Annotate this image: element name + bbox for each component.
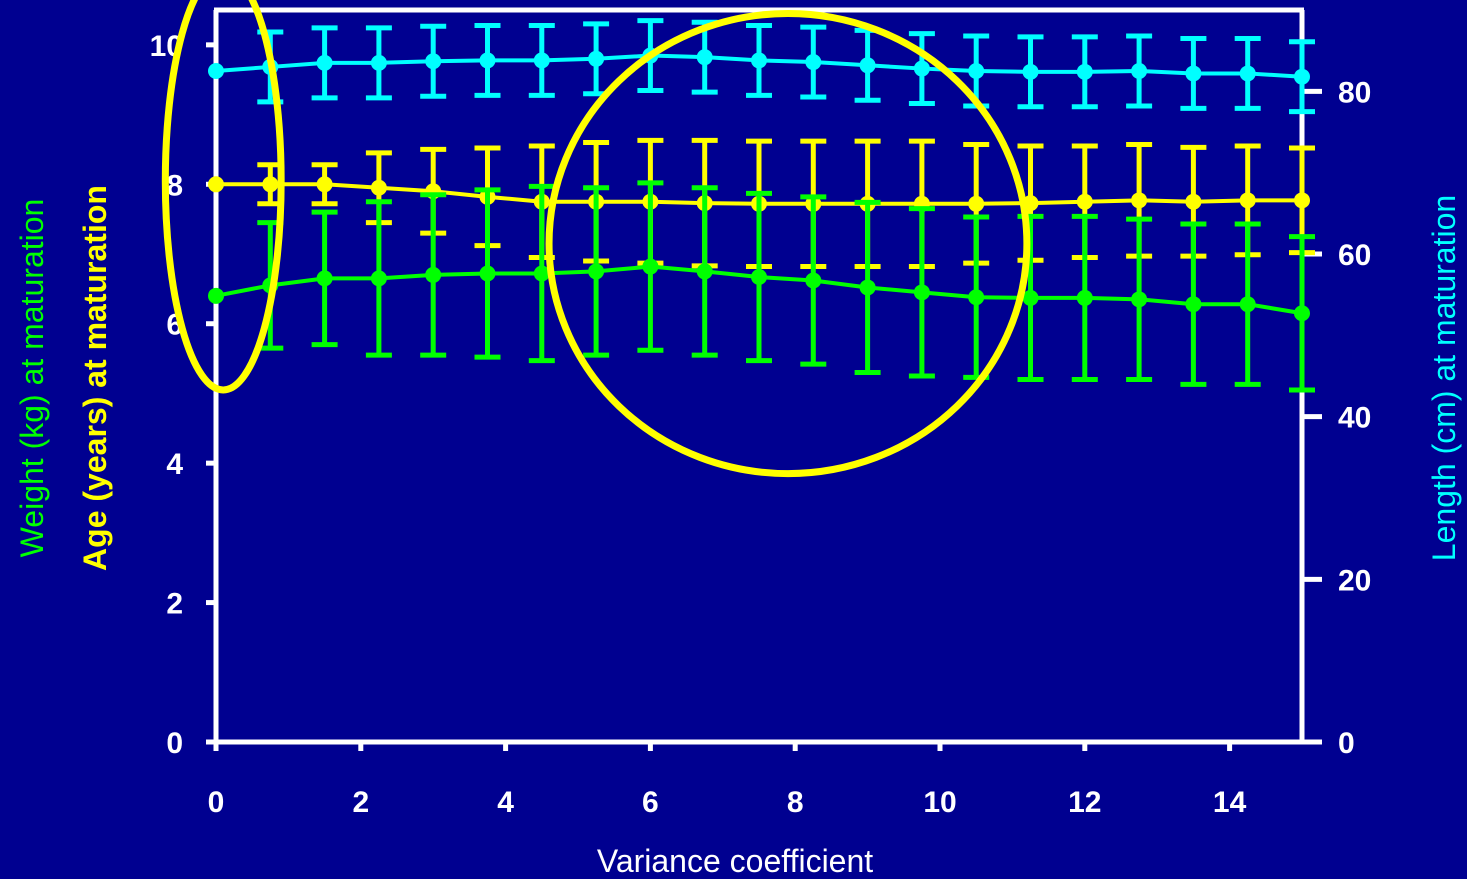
data-point-length — [479, 52, 496, 69]
data-point-length — [913, 60, 930, 77]
data-point-length — [1076, 63, 1093, 80]
series-layer — [208, 18, 1315, 393]
x-tick-label: 4 — [497, 786, 514, 819]
data-point-length — [588, 50, 605, 67]
data-point-age — [1076, 193, 1093, 210]
data-point-age — [968, 195, 985, 212]
data-point-weight — [1239, 296, 1256, 313]
x-tick-label: 12 — [1068, 786, 1101, 819]
data-point-age — [208, 176, 224, 193]
x-tick-label: 6 — [642, 786, 659, 819]
data-point-age — [262, 176, 279, 193]
data-point-length — [696, 49, 713, 66]
data-point-length — [1239, 65, 1256, 82]
data-point-age — [316, 176, 333, 193]
highlight-ellipse-1 — [161, 0, 285, 394]
data-point-age — [1185, 193, 1202, 210]
data-point-length — [968, 63, 985, 79]
x-axis-ticks: 0 2 4 6 8 10 12 14 — [208, 742, 1247, 819]
data-point-length — [1022, 63, 1039, 80]
data-point-length — [859, 57, 876, 74]
data-point-weight — [968, 289, 985, 306]
data-point-weight — [316, 270, 333, 287]
data-point-weight — [642, 258, 659, 275]
data-point-age — [1294, 192, 1310, 209]
data-point-age — [1239, 192, 1256, 209]
data-point-length — [805, 54, 822, 71]
data-point-weight — [370, 270, 387, 287]
annotation-layer — [161, 0, 1031, 478]
plot-frame — [213, 7, 1305, 745]
data-point-weight — [1294, 305, 1310, 322]
data-point-weight — [425, 266, 442, 283]
data-point-length — [751, 52, 767, 69]
x-tick-label: 14 — [1213, 786, 1247, 819]
data-point-length — [316, 54, 333, 71]
data-point-length — [1185, 65, 1202, 82]
data-point-length — [1131, 63, 1148, 79]
y-right-tick-label: 20 — [1338, 564, 1371, 597]
y-left-tick-label: 2 — [166, 588, 183, 621]
y-left-tick-label: 8 — [166, 169, 183, 202]
data-point-length — [208, 63, 224, 79]
data-point-weight — [805, 272, 822, 289]
data-point-length — [425, 53, 442, 70]
data-point-weight — [696, 263, 713, 280]
y-axis-title-length: Length (cm) at maturation — [1426, 195, 1462, 561]
data-point-age — [1131, 192, 1148, 209]
data-point-weight — [479, 265, 496, 282]
y-axis-title-age: Age (years) at maturation — [77, 185, 113, 571]
data-point-weight — [1022, 289, 1039, 306]
data-point-weight — [913, 284, 930, 301]
x-tick-label: 8 — [787, 786, 804, 819]
y-right-tick-label: 60 — [1338, 239, 1371, 272]
highlight-ellipse-2 — [545, 9, 1031, 478]
data-point-weight — [751, 269, 767, 286]
data-point-weight — [208, 287, 224, 304]
data-point-length — [370, 54, 387, 71]
data-point-weight — [1131, 291, 1148, 308]
x-axis-title: Variance coefficient — [597, 843, 873, 879]
data-point-length — [1294, 68, 1310, 85]
y-left-tick-label: 0 — [166, 727, 183, 760]
data-point-weight — [1076, 289, 1093, 306]
data-point-weight — [533, 265, 550, 282]
data-point-age — [370, 179, 387, 196]
x-tick-label: 0 — [208, 786, 225, 819]
x-tick-label: 2 — [352, 786, 369, 819]
y-right-tick-label: 80 — [1338, 76, 1371, 109]
data-point-weight — [1185, 296, 1202, 313]
y-left-tick-label: 4 — [166, 448, 183, 481]
series-length — [208, 18, 1315, 115]
data-point-weight — [588, 263, 605, 280]
right-axis-ticks: 0 20 40 60 80 — [1302, 76, 1371, 760]
x-tick-label: 10 — [923, 786, 956, 819]
y-right-tick-label: 40 — [1338, 402, 1371, 435]
y-axis-title-weight: Weight (kg) at maturation — [14, 199, 50, 558]
data-point-weight — [859, 279, 876, 296]
series-weight — [208, 180, 1315, 393]
y-right-tick-label: 0 — [1338, 727, 1355, 760]
data-point-length — [533, 52, 550, 69]
